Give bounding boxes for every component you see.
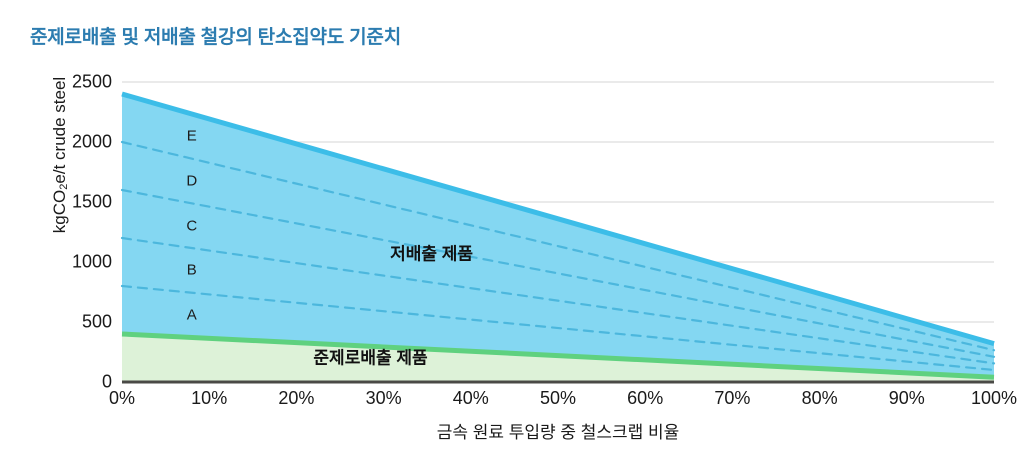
low-emission-area-fill bbox=[122, 94, 994, 377]
chart-root: 준제로배출 및 저배출 철강의 탄소집약도 기준치 kgCO2e/t crude… bbox=[0, 0, 1024, 454]
x-axis-tick-label: 70% bbox=[714, 388, 750, 409]
chart-svg bbox=[122, 82, 994, 382]
near-zero-area-label: 준제로배출 제품 bbox=[313, 344, 427, 369]
x-axis-tick-label: 20% bbox=[278, 388, 314, 409]
x-axis-tick-label: 10% bbox=[191, 388, 227, 409]
plot-area: A B C D E 저배출 제품준제로배출 제품 bbox=[122, 82, 994, 382]
x-axis-tick-label: 100% bbox=[971, 388, 1017, 409]
grade-band-label-b: B bbox=[187, 262, 197, 279]
x-axis-tick-label: 40% bbox=[453, 388, 489, 409]
grade-band-label-a: A bbox=[187, 307, 197, 324]
grade-band-label-c: C bbox=[186, 217, 197, 234]
x-axis-tick-label: 60% bbox=[627, 388, 663, 409]
grade-band-label-e: E bbox=[187, 128, 197, 145]
grade-band-label-d: D bbox=[186, 173, 197, 190]
x-axis-tick-label: 50% bbox=[540, 388, 576, 409]
x-axis-tick-label: 0% bbox=[109, 388, 135, 409]
x-axis-tick-label: 30% bbox=[366, 388, 402, 409]
low-emission-area-label: 저배출 제품 bbox=[390, 240, 473, 265]
x-axis-tick-label: 80% bbox=[802, 388, 838, 409]
x-axis-tick-label: 90% bbox=[889, 388, 925, 409]
